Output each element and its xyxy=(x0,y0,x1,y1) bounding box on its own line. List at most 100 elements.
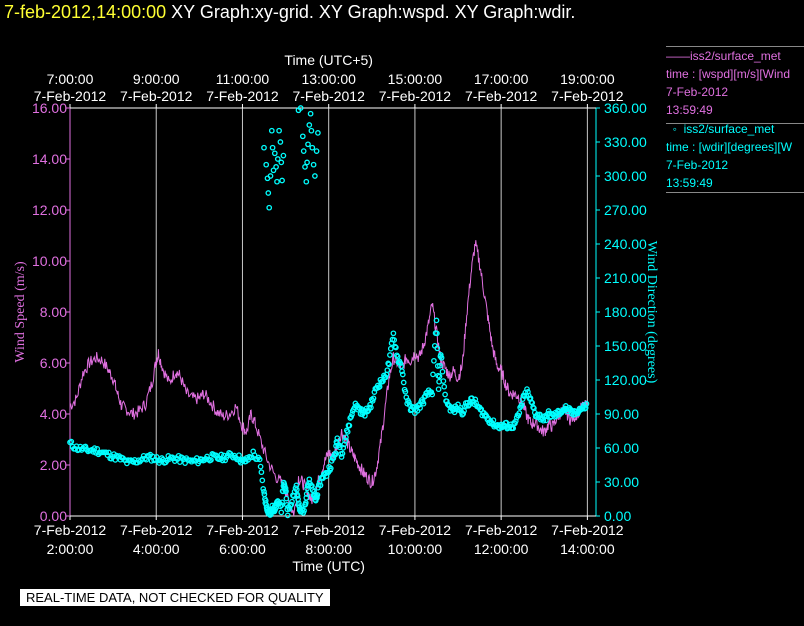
y-right-tick-label: 120.00 xyxy=(604,372,647,388)
wind-direction-point xyxy=(305,141,311,148)
wind-direction-point xyxy=(208,457,214,463)
wind-direction-point xyxy=(370,395,377,402)
wind-direction-point xyxy=(406,399,412,406)
wind-direction-point xyxy=(397,360,404,367)
wind-speed-line xyxy=(69,240,588,517)
wind-direction-point xyxy=(399,368,405,375)
wind-direction-point xyxy=(430,371,436,378)
wind-direction-point xyxy=(394,353,401,360)
wind-direction-point xyxy=(270,167,277,174)
wind-direction-point xyxy=(279,499,285,506)
x-tick-label-time: 6:00:00 xyxy=(219,541,266,557)
y-right-tick-label: 360.00 xyxy=(604,100,647,116)
wind-direction-point xyxy=(402,388,409,395)
quality-banner: REAL-TIME DATA, NOT CHECKED FOR QUALITY xyxy=(20,589,330,606)
wind-direction-point xyxy=(68,438,75,445)
legend-series-name: iss2/surface_met xyxy=(690,49,781,63)
wind-direction-point xyxy=(218,451,225,458)
y-right-tick-label: 210.00 xyxy=(604,270,647,286)
wind-direction-point xyxy=(317,482,324,489)
top-axis-title: Time (UTC+5) xyxy=(284,52,373,68)
wind-direction-point xyxy=(288,501,295,508)
top-tick-label-date: 7-Feb-2012 xyxy=(551,88,624,104)
y-left-tick-label: 0.00 xyxy=(40,508,67,524)
wind-direction-point xyxy=(581,405,588,412)
wind-direction-point xyxy=(337,444,343,451)
wind-direction-point xyxy=(332,450,339,457)
wind-direction-point xyxy=(280,152,287,159)
wind-direction-point xyxy=(429,391,436,398)
wind-direction-point xyxy=(312,173,318,179)
x-tick-label-date: 7-Feb-2012 xyxy=(292,522,365,538)
wind-direction-point xyxy=(512,418,519,424)
x-tick-label-time: 2:00:00 xyxy=(47,541,94,557)
wind-direction-point xyxy=(437,362,443,369)
wind-direction-point xyxy=(439,368,446,375)
y-right-tick-label: 30.00 xyxy=(604,474,639,490)
wind-direction-point xyxy=(260,486,267,492)
y-right-axis-title: Wind Direction (degrees) xyxy=(644,241,659,384)
wind-direction-point xyxy=(294,493,301,499)
wind-direction-point xyxy=(441,383,448,390)
top-tick-label-time: 17:00:00 xyxy=(474,71,529,87)
wind-direction-point xyxy=(343,434,349,441)
wind-direction-point xyxy=(204,453,210,460)
wind-direction-point xyxy=(256,456,263,463)
x-tick-label-date: 7-Feb-2012 xyxy=(34,522,107,538)
y-left-tick-label: 4.00 xyxy=(40,406,67,422)
wind-direction-point xyxy=(313,148,320,154)
top-tick-label-time: 15:00:00 xyxy=(388,71,443,87)
y-right-tick-label: 60.00 xyxy=(604,440,639,456)
wind-direction-point xyxy=(524,386,530,392)
wind-direction-point xyxy=(266,204,273,211)
wind-direction-point xyxy=(384,367,391,374)
legend-series-time: 13:59:49 xyxy=(666,103,713,117)
wind-direction-point xyxy=(303,178,310,185)
header: 7-feb-2012,14:00:00 XY Graph:xy-grid. XY… xyxy=(4,2,575,23)
wind-direction-point xyxy=(391,337,398,343)
y-right-tick-label: 270.00 xyxy=(604,202,647,218)
top-tick-label-time: 13:00:00 xyxy=(301,71,356,87)
x-tick-label-date: 7-Feb-2012 xyxy=(379,522,452,538)
wind-direction-point xyxy=(315,130,321,136)
wind-direction-point xyxy=(314,492,321,498)
wind-direction-point xyxy=(368,404,374,411)
wind-direction-point xyxy=(369,397,376,404)
top-tick-label-date: 7-Feb-2012 xyxy=(34,88,107,104)
graph-titles: XY Graph:xy-grid. XY Graph:wspd. XY Grap… xyxy=(171,2,576,22)
y-right-tick-label: 150.00 xyxy=(604,338,647,354)
legend-series-name: iss2/surface_met xyxy=(683,122,775,136)
legend-series-desc: time : [wdir][degrees][W xyxy=(666,140,793,154)
x-tick-label-date: 7-Feb-2012 xyxy=(120,522,193,538)
wind-direction-point xyxy=(583,400,590,407)
wind-direction-point xyxy=(309,144,316,151)
wind-direction-point xyxy=(278,159,285,166)
wind-direction-point xyxy=(301,507,307,514)
y-left-tick-label: 6.00 xyxy=(40,355,67,371)
wind-direction-point xyxy=(300,148,307,154)
wind-direction-point xyxy=(400,379,407,386)
x-tick-label-time: 14:00:00 xyxy=(560,541,615,557)
y-left-axis-title: Wind Speed (m/s) xyxy=(13,261,28,363)
wind-direction-point xyxy=(278,509,285,516)
wind-direction-point xyxy=(437,352,444,358)
wind-direction-point xyxy=(269,144,276,151)
wind-direction-point xyxy=(460,410,467,417)
wind-direction-point xyxy=(438,354,445,361)
y-right-tick-label: 180.00 xyxy=(604,304,647,320)
wind-direction-point xyxy=(268,127,275,134)
wind-direction-point xyxy=(472,396,479,403)
wind-direction-point xyxy=(442,391,448,398)
legend-line-symbol: —— xyxy=(666,49,690,63)
wind-direction-point xyxy=(399,371,406,378)
wind-direction-point xyxy=(510,425,517,432)
top-tick-label-date: 7-Feb-2012 xyxy=(292,88,365,104)
wind-direction-point xyxy=(434,330,440,337)
legend-wspd: ——iss2/surface_met time : [wspd][m/s][Wi… xyxy=(666,46,804,124)
timestamp: 7-feb-2012,14:00:00 xyxy=(4,2,167,22)
wind-direction-point xyxy=(382,374,389,381)
wind-direction-point xyxy=(279,177,285,184)
wind-direction-point xyxy=(219,457,226,464)
wind-direction-point xyxy=(367,401,373,408)
